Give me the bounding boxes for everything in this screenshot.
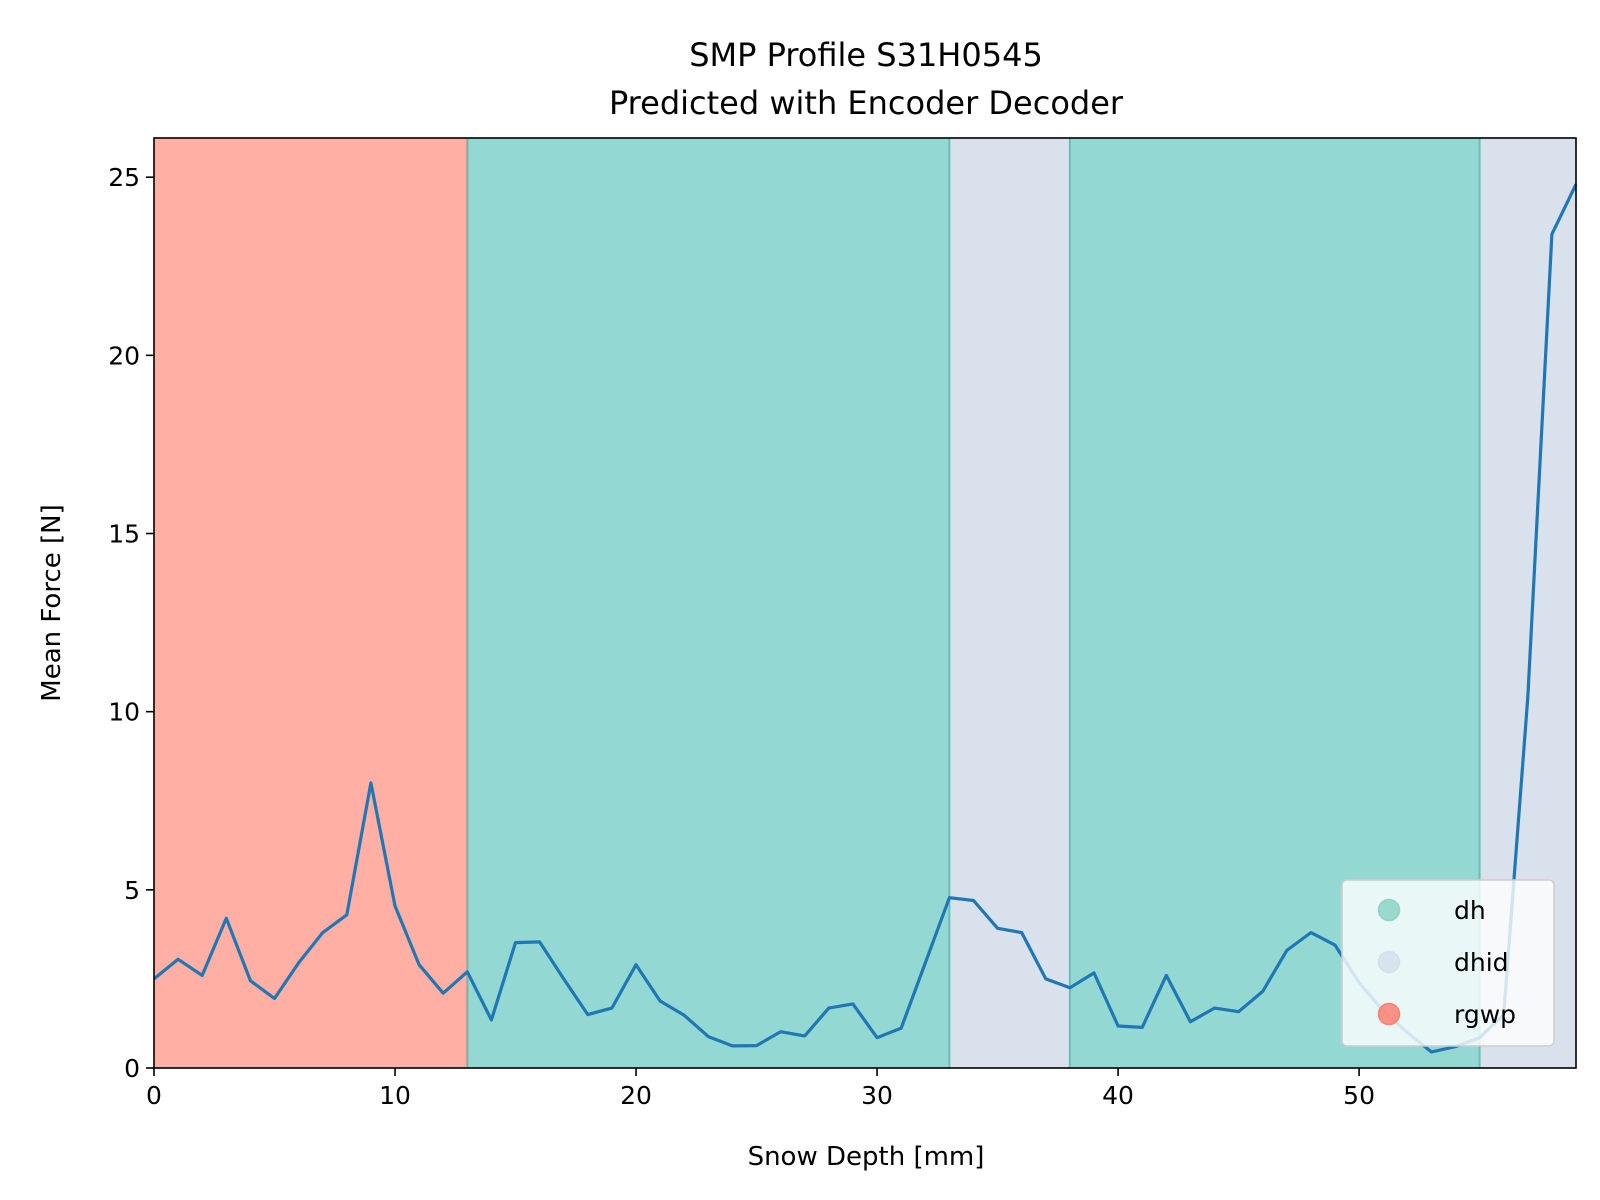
legend-label-rgwp: rgwp	[1454, 1000, 1516, 1029]
plot-frame	[153, 137, 1577, 1069]
y-tick-label: 0	[124, 1054, 140, 1083]
y-tick-label: 10	[108, 698, 140, 727]
x-tick-label: 40	[1102, 1081, 1134, 1110]
chart-title: SMP Profile S31H0545	[689, 36, 1043, 74]
y-tick-label: 25	[108, 163, 140, 192]
layer-band-dh	[467, 138, 950, 1068]
x-tick-label: 10	[379, 1081, 411, 1110]
x-tick-label: 50	[1343, 1081, 1375, 1110]
x-axis-label: Snow Depth [mm]	[748, 1142, 985, 1172]
x-axis-ticks: 0 10 20 30 40 50	[146, 1068, 1375, 1110]
layer-band-rgwp	[154, 138, 468, 1068]
x-tick-label: 0	[146, 1081, 162, 1110]
series-layer	[152, 183, 1578, 1054]
y-tick-label: 20	[108, 341, 140, 370]
y-tick-label: 5	[124, 876, 140, 905]
x-tick-label: 30	[861, 1081, 893, 1110]
legend-label-dhid: dhid	[1454, 948, 1509, 977]
legend-box	[1341, 879, 1555, 1047]
mean-force-line	[152, 183, 1578, 1054]
legend-label-dh: dh	[1454, 896, 1486, 925]
chart-subtitle: Predicted with Encoder Decoder	[609, 84, 1124, 122]
legend-marker-dh	[1377, 898, 1401, 922]
y-axis-ticks: 0 5 10 15 20 25	[108, 163, 154, 1083]
legend: dh dhid rgwp	[1341, 879, 1555, 1047]
legend-marker-rgwp	[1377, 1002, 1401, 1026]
layer-band-dhid	[949, 138, 1070, 1068]
x-tick-label: 20	[620, 1081, 652, 1110]
y-axis-label: Mean Force [N]	[37, 504, 67, 701]
legend-marker-dhid	[1377, 950, 1401, 974]
y-tick-label: 15	[108, 520, 140, 549]
